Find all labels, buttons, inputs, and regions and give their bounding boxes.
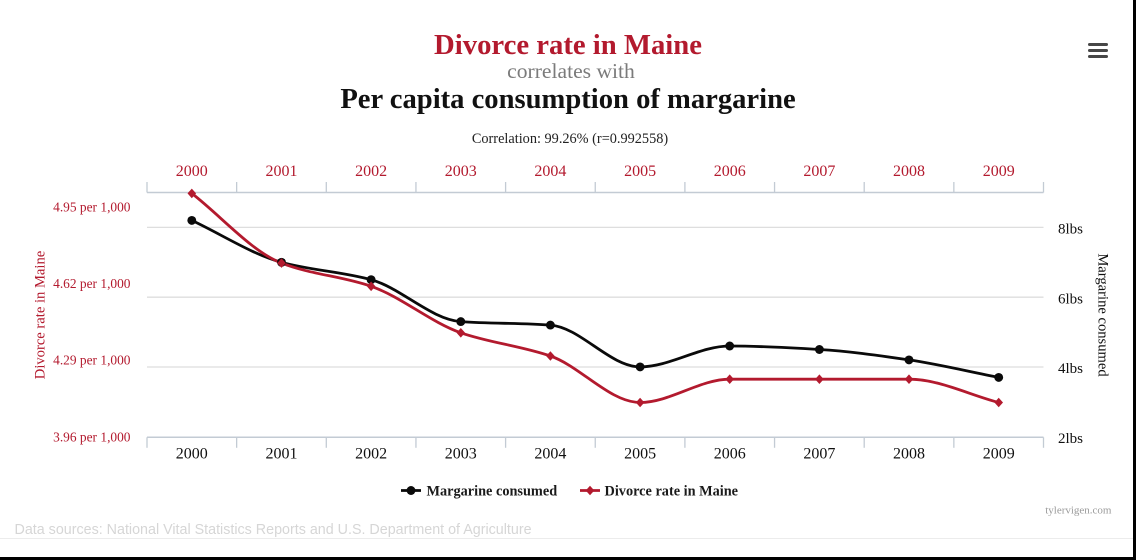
svg-text:2001: 2001 (266, 163, 298, 180)
svg-text:2006: 2006 (714, 163, 746, 180)
svg-text:2007: 2007 (803, 446, 835, 463)
svg-text:2004: 2004 (534, 163, 566, 180)
svg-text:8lbs: 8lbs (1058, 222, 1083, 238)
svg-text:2008: 2008 (893, 446, 925, 463)
svg-text:2008: 2008 (893, 163, 925, 180)
svg-text:3.96 per 1,000: 3.96 per 1,000 (53, 429, 131, 444)
svg-text:2009: 2009 (983, 446, 1015, 463)
svg-text:2000: 2000 (176, 163, 208, 180)
svg-text:2001: 2001 (266, 446, 298, 463)
svg-text:Margarine consumed: Margarine consumed (1095, 253, 1111, 377)
svg-text:tylervigen.com: tylervigen.com (1045, 505, 1112, 517)
svg-text:4.29 per 1,000: 4.29 per 1,000 (53, 353, 131, 368)
svg-text:2004: 2004 (534, 446, 566, 463)
svg-text:2002: 2002 (355, 446, 387, 463)
svg-text:4.62 per 1,000: 4.62 per 1,000 (53, 276, 131, 291)
svg-text:Margarine consumed: Margarine consumed (427, 483, 558, 499)
svg-text:2003: 2003 (445, 446, 477, 463)
svg-text:4lbs: 4lbs (1058, 361, 1083, 377)
svg-text:2lbs: 2lbs (1058, 431, 1083, 447)
svg-text:2005: 2005 (624, 163, 656, 180)
svg-text:Divorce rate in Maine: Divorce rate in Maine (33, 251, 49, 379)
svg-text:2007: 2007 (803, 163, 835, 180)
svg-text:2005: 2005 (624, 446, 656, 463)
svg-text:2000: 2000 (176, 446, 208, 463)
svg-text:Divorce rate in Maine: Divorce rate in Maine (605, 483, 739, 499)
svg-text:2003: 2003 (445, 163, 477, 180)
svg-text:6lbs: 6lbs (1058, 291, 1083, 307)
svg-text:2002: 2002 (355, 163, 387, 180)
svg-text:2006: 2006 (714, 446, 746, 463)
svg-text:2009: 2009 (983, 163, 1015, 180)
svg-text:4.95 per 1,000: 4.95 per 1,000 (53, 199, 131, 214)
